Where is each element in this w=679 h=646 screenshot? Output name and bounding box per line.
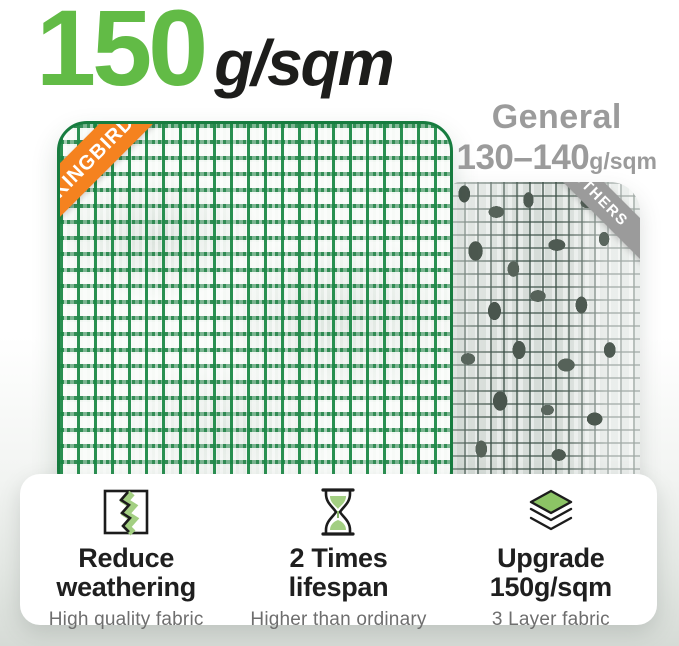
kingbird-fabric-panel: KINGBIRD [57, 121, 453, 501]
others-fabric-panel: OTHERS [451, 182, 640, 482]
feature-subtitle: 3 Layer fabric [491, 609, 610, 631]
density-headline: 150 g/sqm [36, 0, 395, 108]
feature-lifespan: 2 Times lifespan Higher than ordinary [232, 474, 444, 630]
others-ribbon: OTHERS [526, 182, 640, 273]
feature-subtitle: High quality fabric [48, 609, 204, 631]
competitor-density-unit: g/sqm [589, 147, 657, 174]
competitor-density-label: General 130–140g/sqm [457, 98, 658, 175]
hourglass-icon [232, 483, 444, 541]
feature-title: Upgrade 150g/sqm [489, 543, 612, 602]
competitor-density-value: 130–140 [456, 137, 590, 177]
competitor-density: 130–140g/sqm [457, 140, 658, 175]
torn-fabric-icon [20, 483, 232, 541]
fabric-layers-icon [445, 483, 657, 541]
feature-title: Reduce weathering [56, 543, 196, 602]
feature-subtitle: Higher than ordinary [250, 609, 427, 631]
others-ribbon-corner: OTHERS [520, 182, 640, 302]
kingbird-ribbon-corner: KINGBIRD [60, 124, 210, 274]
feature-upgrade-density: Upgrade 150g/sqm 3 Layer fabric [445, 474, 657, 630]
density-unit: g/sqm [214, 27, 394, 99]
features-card: Reduce weathering High quality fabric 2 … [20, 474, 657, 630]
competitor-title: General [491, 98, 622, 136]
feature-reduce-weathering: Reduce weathering High quality fabric [20, 474, 232, 630]
kingbird-ribbon: KINGBIRD [60, 124, 188, 252]
density-value: 150 [36, 0, 208, 108]
feature-title: 2 Times lifespan [288, 543, 389, 602]
